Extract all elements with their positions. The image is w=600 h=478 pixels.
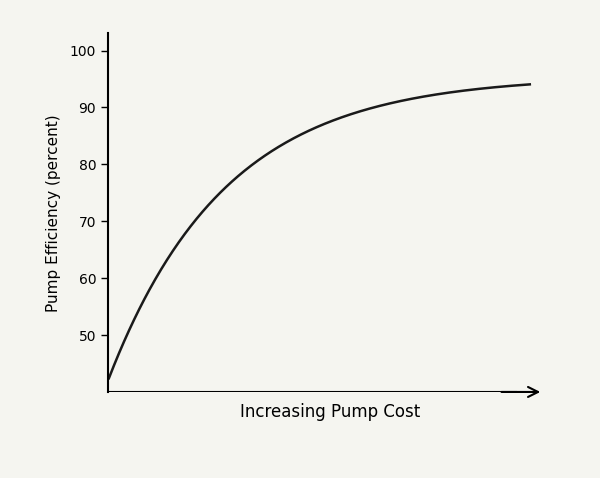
Y-axis label: Pump Efficiency (percent): Pump Efficiency (percent) (46, 114, 61, 312)
X-axis label: Increasing Pump Cost: Increasing Pump Cost (240, 403, 420, 421)
